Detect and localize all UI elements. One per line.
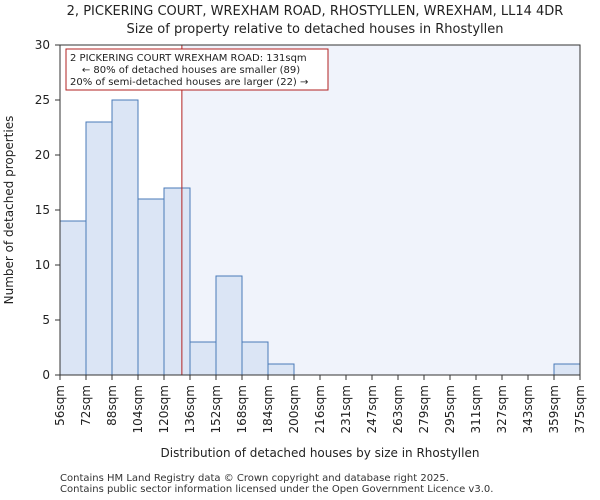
x-tick-label: 104sqm [131,385,145,433]
x-tick-label: 359sqm [547,385,561,433]
larger-region-shading [181,45,580,375]
histogram-bar [553,363,581,376]
x-tick-label: 247sqm [365,385,379,433]
footer-copyright: Contains HM Land Registry data © Crown c… [60,473,449,484]
x-tick-label: 295sqm [443,385,457,433]
x-tick-label: 184sqm [261,385,275,433]
y-axis: 0 5 10 15 20 25 30 [35,38,60,382]
annotation-box [65,48,329,91]
x-tick-label: 56sqm [53,385,67,426]
histogram-bar [111,99,139,376]
histogram-bar [215,275,243,376]
histogram-bar [137,198,165,376]
y-tick-label: 30 [35,38,50,52]
histogram-bar [241,341,269,376]
x-tick-label: 327sqm [495,385,509,433]
y-tick-label: 10 [35,258,50,272]
marker-annotation: 2 PICKERING COURT WREXHAM ROAD: 131sqm ←… [65,48,329,91]
annotation-line: 20% of semi-detached houses are larger (… [70,77,308,88]
histogram-bar [189,341,217,376]
chart-title: 2, PICKERING COURT, WREXHAM ROAD, RHOSTY… [67,4,564,19]
y-axis-label: Number of detached properties [2,116,16,305]
x-tick-label: 152sqm [209,385,223,433]
footer-licence: Contains public sector information licen… [60,484,494,495]
histogram-bar [267,363,295,376]
x-tick-label: 279sqm [417,385,431,433]
x-tick-label: 216sqm [313,385,327,433]
annotation-line: ← 80% of detached houses are smaller (89… [82,65,300,76]
x-tick-label: 72sqm [79,385,93,426]
x-tick-label: 120sqm [157,385,171,433]
y-tick-label: 20 [35,148,50,162]
histogram-bar [59,220,87,376]
x-tick-label: 375sqm [573,385,587,433]
x-tick-label: 88sqm [105,385,119,426]
annotation-line: 2 PICKERING COURT WREXHAM ROAD: 131sqm [70,53,307,64]
y-tick-label: 15 [35,203,50,217]
bars-group [59,99,581,376]
x-tick-label: 168sqm [235,385,249,433]
x-tick-label: 200sqm [287,385,301,433]
x-tick-label: 263sqm [391,385,405,433]
x-tick-label: 136sqm [183,385,197,433]
histogram-bar [163,187,191,376]
y-tick-label: 25 [35,93,50,107]
chart-subtitle: Size of property relative to detached ho… [126,22,503,37]
x-axis-label: Distribution of detached houses by size … [161,446,480,460]
x-tick-label: 231sqm [339,385,353,433]
y-tick-label: 0 [42,368,50,382]
x-axis: 56sqm 72sqm 88sqm 104sqm 120sqm 136sqm 152sqm 1… [53,375,587,433]
y-tick-label: 5 [42,313,50,327]
x-tick-label: 311sqm [469,385,483,433]
x-tick-label: 343sqm [521,385,535,433]
histogram-bar [85,121,113,376]
